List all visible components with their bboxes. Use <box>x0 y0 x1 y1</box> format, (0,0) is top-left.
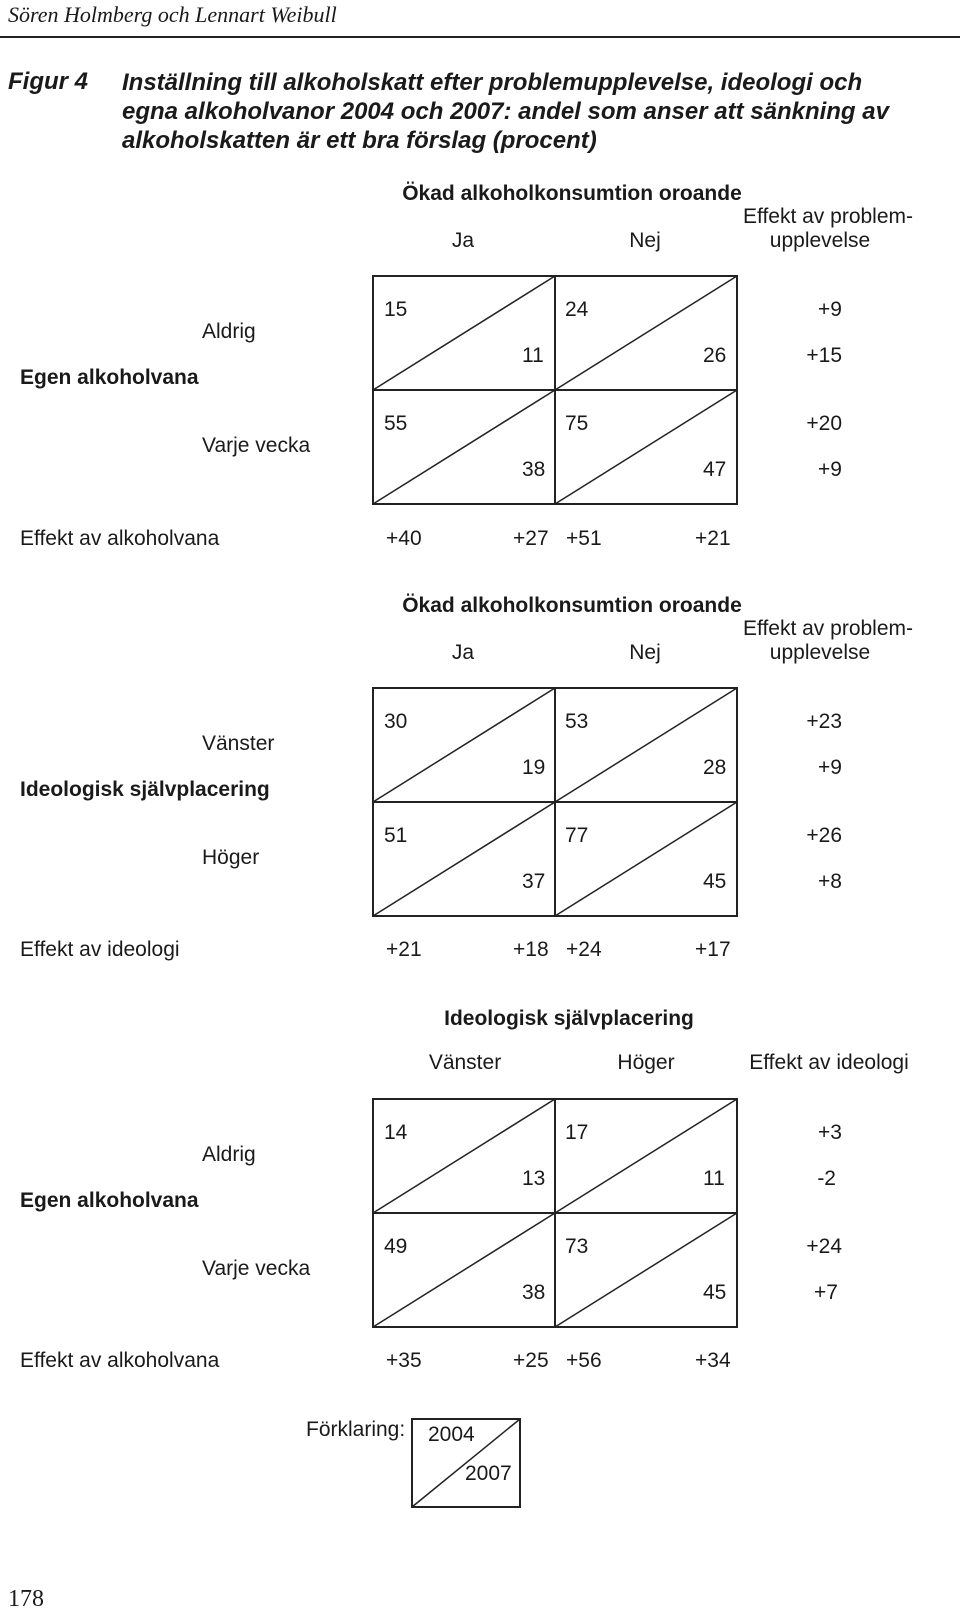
panel2-bottom-label: Effekt av ideologi <box>20 938 180 961</box>
panel2-row-effect: +8 <box>818 870 842 893</box>
panel1-cell-aldrig-nej-2004: 24 <box>565 298 589 321</box>
panel2-cell-hoger-ja-2007: 37 <box>522 870 546 893</box>
panel1-column-nej: Nej <box>629 229 661 252</box>
panel2-row-vanster: Vänster <box>202 732 275 755</box>
panel1-row-effect: +9 <box>818 458 842 481</box>
panel1-row-effect: +20 <box>806 412 842 435</box>
panel1-bottom-effect: +40 <box>386 527 422 550</box>
panel3-bottom-effect: +34 <box>695 1349 731 1372</box>
panel2-row-effect: +26 <box>806 824 842 847</box>
panel1-column-ja: Ja <box>451 229 475 252</box>
panel1-cell-varje-nej-2004: 75 <box>565 412 589 435</box>
panel3-row-effect: +7 <box>814 1281 838 1304</box>
figure-title-line-1: Inställning till alkoholskatt efter prob… <box>122 69 863 96</box>
panel2-cell-vanster-ja-2007: 19 <box>522 756 546 779</box>
panel3-cell-aldrig-vanster-2004: 14 <box>384 1121 408 1144</box>
panel2-column-header: Ökad alkoholkonsumtion oroande <box>402 594 742 617</box>
panel3-bottom-effect: +25 <box>513 1349 549 1372</box>
page-number: 178 <box>8 1586 44 1612</box>
panel3-row-group-label: Egen alkoholvana <box>20 1189 199 1212</box>
panel3-column-header: Ideologisk självplacering <box>444 1007 694 1030</box>
panel1-grid <box>372 275 738 505</box>
panel2-row-effect: +23 <box>806 710 842 733</box>
panel1-cell-varje-ja-2004: 55 <box>384 412 408 435</box>
panel1-effect-header-line-1: Effekt av problem- <box>742 205 914 228</box>
panel3-cell-aldrig-vanster-2007: 13 <box>522 1167 546 1190</box>
panel3-cell-varje-vanster-2007: 38 <box>522 1281 546 1304</box>
panel1-cell-aldrig-ja-2004: 15 <box>384 298 408 321</box>
panel2-cell-hoger-nej-2004: 77 <box>565 824 589 847</box>
panel1-bottom-label: Effekt av alkoholvana <box>20 527 220 550</box>
panel2-cell-vanster-nej-2007: 28 <box>703 756 727 779</box>
panel1-cell-aldrig-ja-2007: 11 <box>522 344 544 367</box>
panel2-cell-vanster-ja-2004: 30 <box>384 710 408 733</box>
panel2-row-group-label: Ideologisk självplacering <box>20 778 270 801</box>
figure-label: Figur 4 <box>8 68 89 95</box>
panel2-bottom-effect: +18 <box>513 938 549 961</box>
panel3-row-effect: +3 <box>818 1121 842 1144</box>
panel1-row-group-label: Egen alkoholvana <box>20 366 199 389</box>
panel3-row-effect: -2 <box>817 1167 836 1190</box>
panel3-bottom-label: Effekt av alkoholvana <box>20 1349 220 1372</box>
panel1-bottom-effect: +27 <box>513 527 549 550</box>
figure-title-line-3: alkoholskatten är ett bra förslag (proce… <box>122 127 597 154</box>
legend-year-2004: 2004 <box>428 1423 475 1446</box>
panel3-row-aldrig: Aldrig <box>202 1143 256 1166</box>
panel1-column-header: Ökad alkoholkonsumtion oroande <box>402 182 742 205</box>
panel3-cell-varje-hoger-2007: 45 <box>703 1281 727 1304</box>
panel2-row-effect: +9 <box>818 756 842 779</box>
panel3-bottom-effect: +56 <box>566 1349 602 1372</box>
panel2-cell-hoger-nej-2007: 45 <box>703 870 727 893</box>
panel3-row-effect: +24 <box>806 1235 842 1258</box>
panel2-column-ja: Ja <box>451 641 475 664</box>
panel2-cell-hoger-ja-2004: 51 <box>384 824 408 847</box>
header-rule <box>0 36 960 38</box>
panel2-effect-header-line-2: upplevelse <box>769 641 871 664</box>
panel3-column-vanster: Vänster <box>428 1051 502 1074</box>
panel1-bottom-effect: +51 <box>566 527 602 550</box>
panel1-cell-varje-ja-2007: 38 <box>522 458 546 481</box>
legend-box <box>411 1418 521 1508</box>
panel1-cell-aldrig-nej-2007: 26 <box>703 344 727 367</box>
panel3-row-varje-vecka: Varje vecka <box>202 1257 311 1280</box>
panel2-bottom-effect: +17 <box>695 938 731 961</box>
panel3-cell-varje-hoger-2004: 73 <box>565 1235 589 1258</box>
panel2-cell-vanster-nej-2004: 53 <box>565 710 589 733</box>
panel1-effect-header-line-2: upplevelse <box>769 229 871 252</box>
panel1-row-effect: +9 <box>818 298 842 321</box>
figure-title-line-2: egna alkoholvanor 2004 och 2007: andel s… <box>122 98 889 125</box>
panel1-bottom-effect: +21 <box>695 527 731 550</box>
legend-year-2007: 2007 <box>465 1462 512 1485</box>
panel2-bottom-effect: +21 <box>386 938 422 961</box>
figure-title: Inställning till alkoholskatt efter prob… <box>122 68 932 155</box>
panel3-bottom-effect: +35 <box>386 1349 422 1372</box>
panel2-column-nej: Nej <box>629 641 661 664</box>
panel3-cell-varje-vanster-2004: 49 <box>384 1235 408 1258</box>
running-header-author: Sören Holmberg och Lennart Weibull <box>8 2 337 27</box>
panel1-cell-varje-nej-2007: 47 <box>703 458 727 481</box>
panel1-row-varje-vecka: Varje vecka <box>202 434 311 457</box>
panel1-row-aldrig: Aldrig <box>202 320 256 343</box>
legend-label: Förklaring: <box>306 1418 406 1441</box>
panel3-grid <box>372 1098 738 1328</box>
panel3-column-hoger: Höger <box>617 1051 675 1074</box>
panel2-row-hoger: Höger <box>202 846 260 869</box>
panel2-grid <box>372 687 738 917</box>
panel3-effect-header: Effekt av ideologi <box>749 1051 909 1074</box>
panel2-bottom-effect: +24 <box>566 938 602 961</box>
panel1-row-effect: +15 <box>806 344 842 367</box>
panel2-effect-header-line-1: Effekt av problem- <box>742 617 914 640</box>
panel3-cell-aldrig-hoger-2007: 11 <box>703 1167 725 1190</box>
panel3-cell-aldrig-hoger-2004: 17 <box>565 1121 589 1144</box>
